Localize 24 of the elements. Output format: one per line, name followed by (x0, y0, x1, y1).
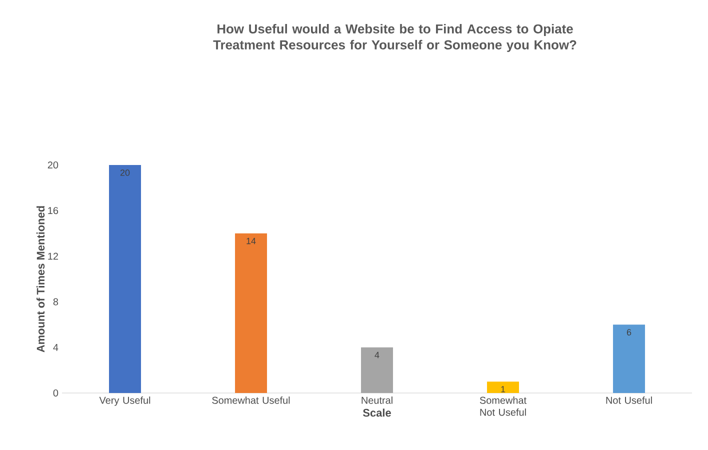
y-tick-label: 4 (53, 344, 58, 351)
data-label: 6 (626, 329, 632, 336)
y-tick-label: 12 (48, 252, 58, 260)
bar (235, 233, 268, 393)
x-tick-label: Very Useful (99, 396, 150, 406)
bar (487, 382, 520, 393)
x-tick-label: Neutral (362, 396, 392, 404)
chart-title: How Useful would a Website be to Find Access to Opiate Treatment Resources for Yourself or Someone you Know? (213, 24, 576, 52)
x-tick-label: Not Useful (606, 396, 652, 404)
x-tick-label: Somewhat Not Useful (480, 396, 526, 416)
y-tick-label: 20 (48, 161, 58, 169)
y-tick-label: 16 (48, 207, 58, 214)
data-label: 4 (374, 352, 380, 358)
y-tick-label: 8 (53, 298, 58, 306)
data-label: 14 (246, 238, 256, 244)
x-axis-title: Scale (362, 408, 391, 417)
bar (109, 164, 141, 393)
data-label: 20 (120, 170, 130, 176)
y-axis-title: Amount of Times Mentioned (36, 206, 45, 352)
x-tick-label: Somewhat Useful (212, 396, 290, 404)
bar (613, 324, 646, 393)
data-label: 1 (501, 386, 506, 392)
bar (361, 347, 394, 393)
y-tick-label: 0 (53, 389, 58, 397)
